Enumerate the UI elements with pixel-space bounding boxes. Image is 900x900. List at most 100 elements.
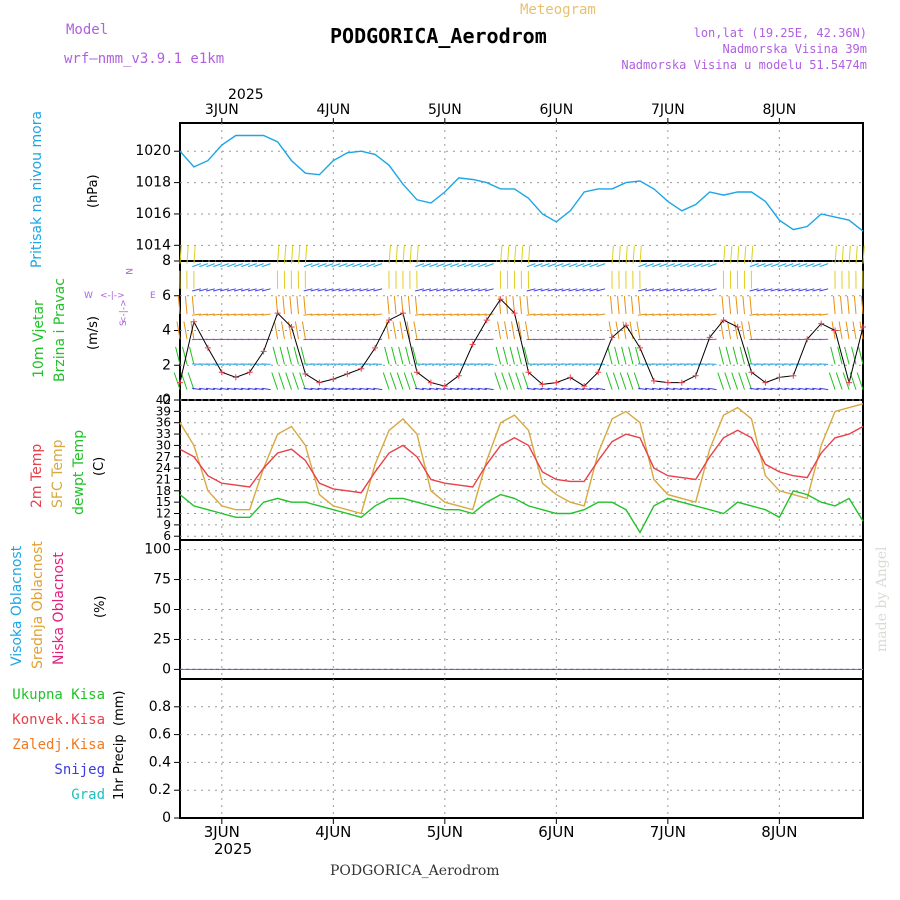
wind-arrow bbox=[442, 288, 452, 292]
wind-arrow bbox=[596, 387, 606, 391]
wind-arrow bbox=[471, 263, 480, 268]
wind-arrow bbox=[645, 288, 655, 292]
wind-arrow bbox=[626, 372, 634, 390]
ytick-label: 100 bbox=[144, 542, 171, 558]
wind-arrow bbox=[770, 313, 780, 316]
temp-ylabel-2m: 2m Temp bbox=[29, 444, 45, 508]
wind-gust-marker bbox=[218, 369, 225, 376]
wind-arrow bbox=[388, 245, 391, 264]
wind-arrow bbox=[366, 387, 376, 391]
wind-arrow bbox=[798, 263, 808, 268]
wind-arrow bbox=[575, 263, 585, 268]
compass-south: S bbox=[119, 320, 129, 326]
wind-arrow bbox=[261, 263, 271, 268]
wind-arrow bbox=[658, 313, 668, 316]
wind-gust-marker bbox=[637, 344, 643, 351]
wind-arrow bbox=[421, 313, 431, 316]
wind-gust-marker bbox=[372, 344, 379, 351]
wind-arrow bbox=[693, 288, 703, 292]
wind-arrow bbox=[324, 313, 334, 316]
wind-arrow bbox=[533, 263, 543, 268]
wind-arrow bbox=[352, 288, 362, 292]
wind-arrow bbox=[248, 263, 257, 268]
wind-arrow bbox=[373, 387, 383, 391]
wind-arrow bbox=[338, 313, 348, 316]
wind-arrow bbox=[694, 263, 703, 268]
wind-arrow bbox=[366, 313, 376, 316]
wind-arrow bbox=[435, 313, 445, 316]
wind-gust-marker bbox=[414, 369, 420, 376]
wind-arrow bbox=[666, 263, 675, 268]
wind-arrow bbox=[502, 346, 509, 365]
coords-label: lon,lat (19.25E, 42.36N) bbox=[694, 26, 867, 40]
wind-arrow bbox=[366, 288, 376, 292]
wind-arrow bbox=[282, 296, 285, 315]
top-day-label: 7JUN bbox=[651, 102, 685, 118]
wind-arrow bbox=[366, 263, 376, 268]
wind-arrow bbox=[406, 321, 411, 340]
wind-arrow bbox=[395, 245, 398, 264]
wind-gust-marker bbox=[692, 372, 699, 379]
wind-arrow bbox=[763, 263, 773, 268]
wind-arrow bbox=[463, 387, 473, 391]
wind-arrow bbox=[508, 372, 515, 390]
wind-arrow bbox=[724, 372, 732, 390]
wind-arrow bbox=[651, 387, 661, 391]
wind-arrow bbox=[622, 321, 627, 340]
wind-arrow bbox=[615, 321, 620, 340]
wind-arrow bbox=[763, 387, 773, 391]
ytick-label: 30 bbox=[156, 438, 171, 452]
wind-arrow bbox=[561, 263, 571, 268]
wind-arrow bbox=[331, 313, 341, 316]
wind-arrow bbox=[234, 263, 243, 268]
wind-arrow bbox=[254, 288, 264, 292]
wind-arrow bbox=[317, 263, 327, 268]
wind-arrow bbox=[784, 387, 794, 391]
wind-arrow bbox=[841, 245, 844, 264]
wind-arrow bbox=[596, 313, 606, 316]
wind-arrow bbox=[859, 321, 864, 340]
wind-arrow bbox=[477, 387, 487, 391]
wind-arrow bbox=[582, 313, 592, 316]
wind-arrow bbox=[652, 263, 662, 268]
wind-arrow bbox=[837, 346, 843, 365]
ytick-label: 6 bbox=[162, 288, 171, 304]
wind-arrow bbox=[463, 313, 473, 316]
top-day-label: 3JUN bbox=[205, 102, 239, 118]
wind-gust-marker bbox=[720, 317, 727, 324]
wind-arrow bbox=[575, 313, 585, 316]
wind-arrow bbox=[387, 296, 390, 315]
wind-arrow bbox=[449, 288, 459, 292]
wind-arrow bbox=[198, 288, 209, 292]
wind-ylabel-1: 10m Vjetar bbox=[31, 300, 47, 378]
bottom-year-label: 2025 bbox=[214, 840, 252, 858]
precip-legend-item: Zaledj.Kisa bbox=[12, 737, 105, 753]
precip-legend-item: Ukupna Kisa bbox=[12, 687, 105, 703]
dewpoint-line bbox=[179, 489, 864, 534]
wind-gust-marker bbox=[650, 377, 657, 384]
wind-arrow bbox=[533, 288, 543, 292]
wind-arrow bbox=[407, 296, 411, 315]
wind-arrow bbox=[184, 296, 188, 315]
wind-arrow bbox=[359, 288, 369, 292]
wind-arrow bbox=[464, 263, 473, 268]
wind-arrow bbox=[317, 313, 327, 316]
wind-arrow bbox=[373, 363, 383, 365]
wind-arrow bbox=[686, 288, 696, 292]
wind-arrow bbox=[382, 372, 390, 390]
ytick-label: 8 bbox=[162, 253, 171, 269]
wind-arrow bbox=[658, 288, 669, 292]
ytick-label: 0 bbox=[162, 810, 171, 826]
wind-arrow bbox=[680, 263, 689, 268]
wind-gust-marker bbox=[469, 341, 476, 348]
wind-arrow bbox=[756, 288, 766, 292]
altitude-label: Nadmorska Visina 39m bbox=[723, 42, 868, 56]
wind-arrow bbox=[533, 313, 543, 316]
wind-arrow bbox=[247, 313, 257, 316]
wind-arrow bbox=[240, 387, 250, 391]
wind-arrow bbox=[409, 245, 412, 264]
wind-arrow bbox=[540, 263, 550, 268]
wind-gust-marker bbox=[302, 370, 309, 377]
wind-arrow bbox=[192, 263, 202, 268]
wind-arrow bbox=[707, 313, 717, 316]
